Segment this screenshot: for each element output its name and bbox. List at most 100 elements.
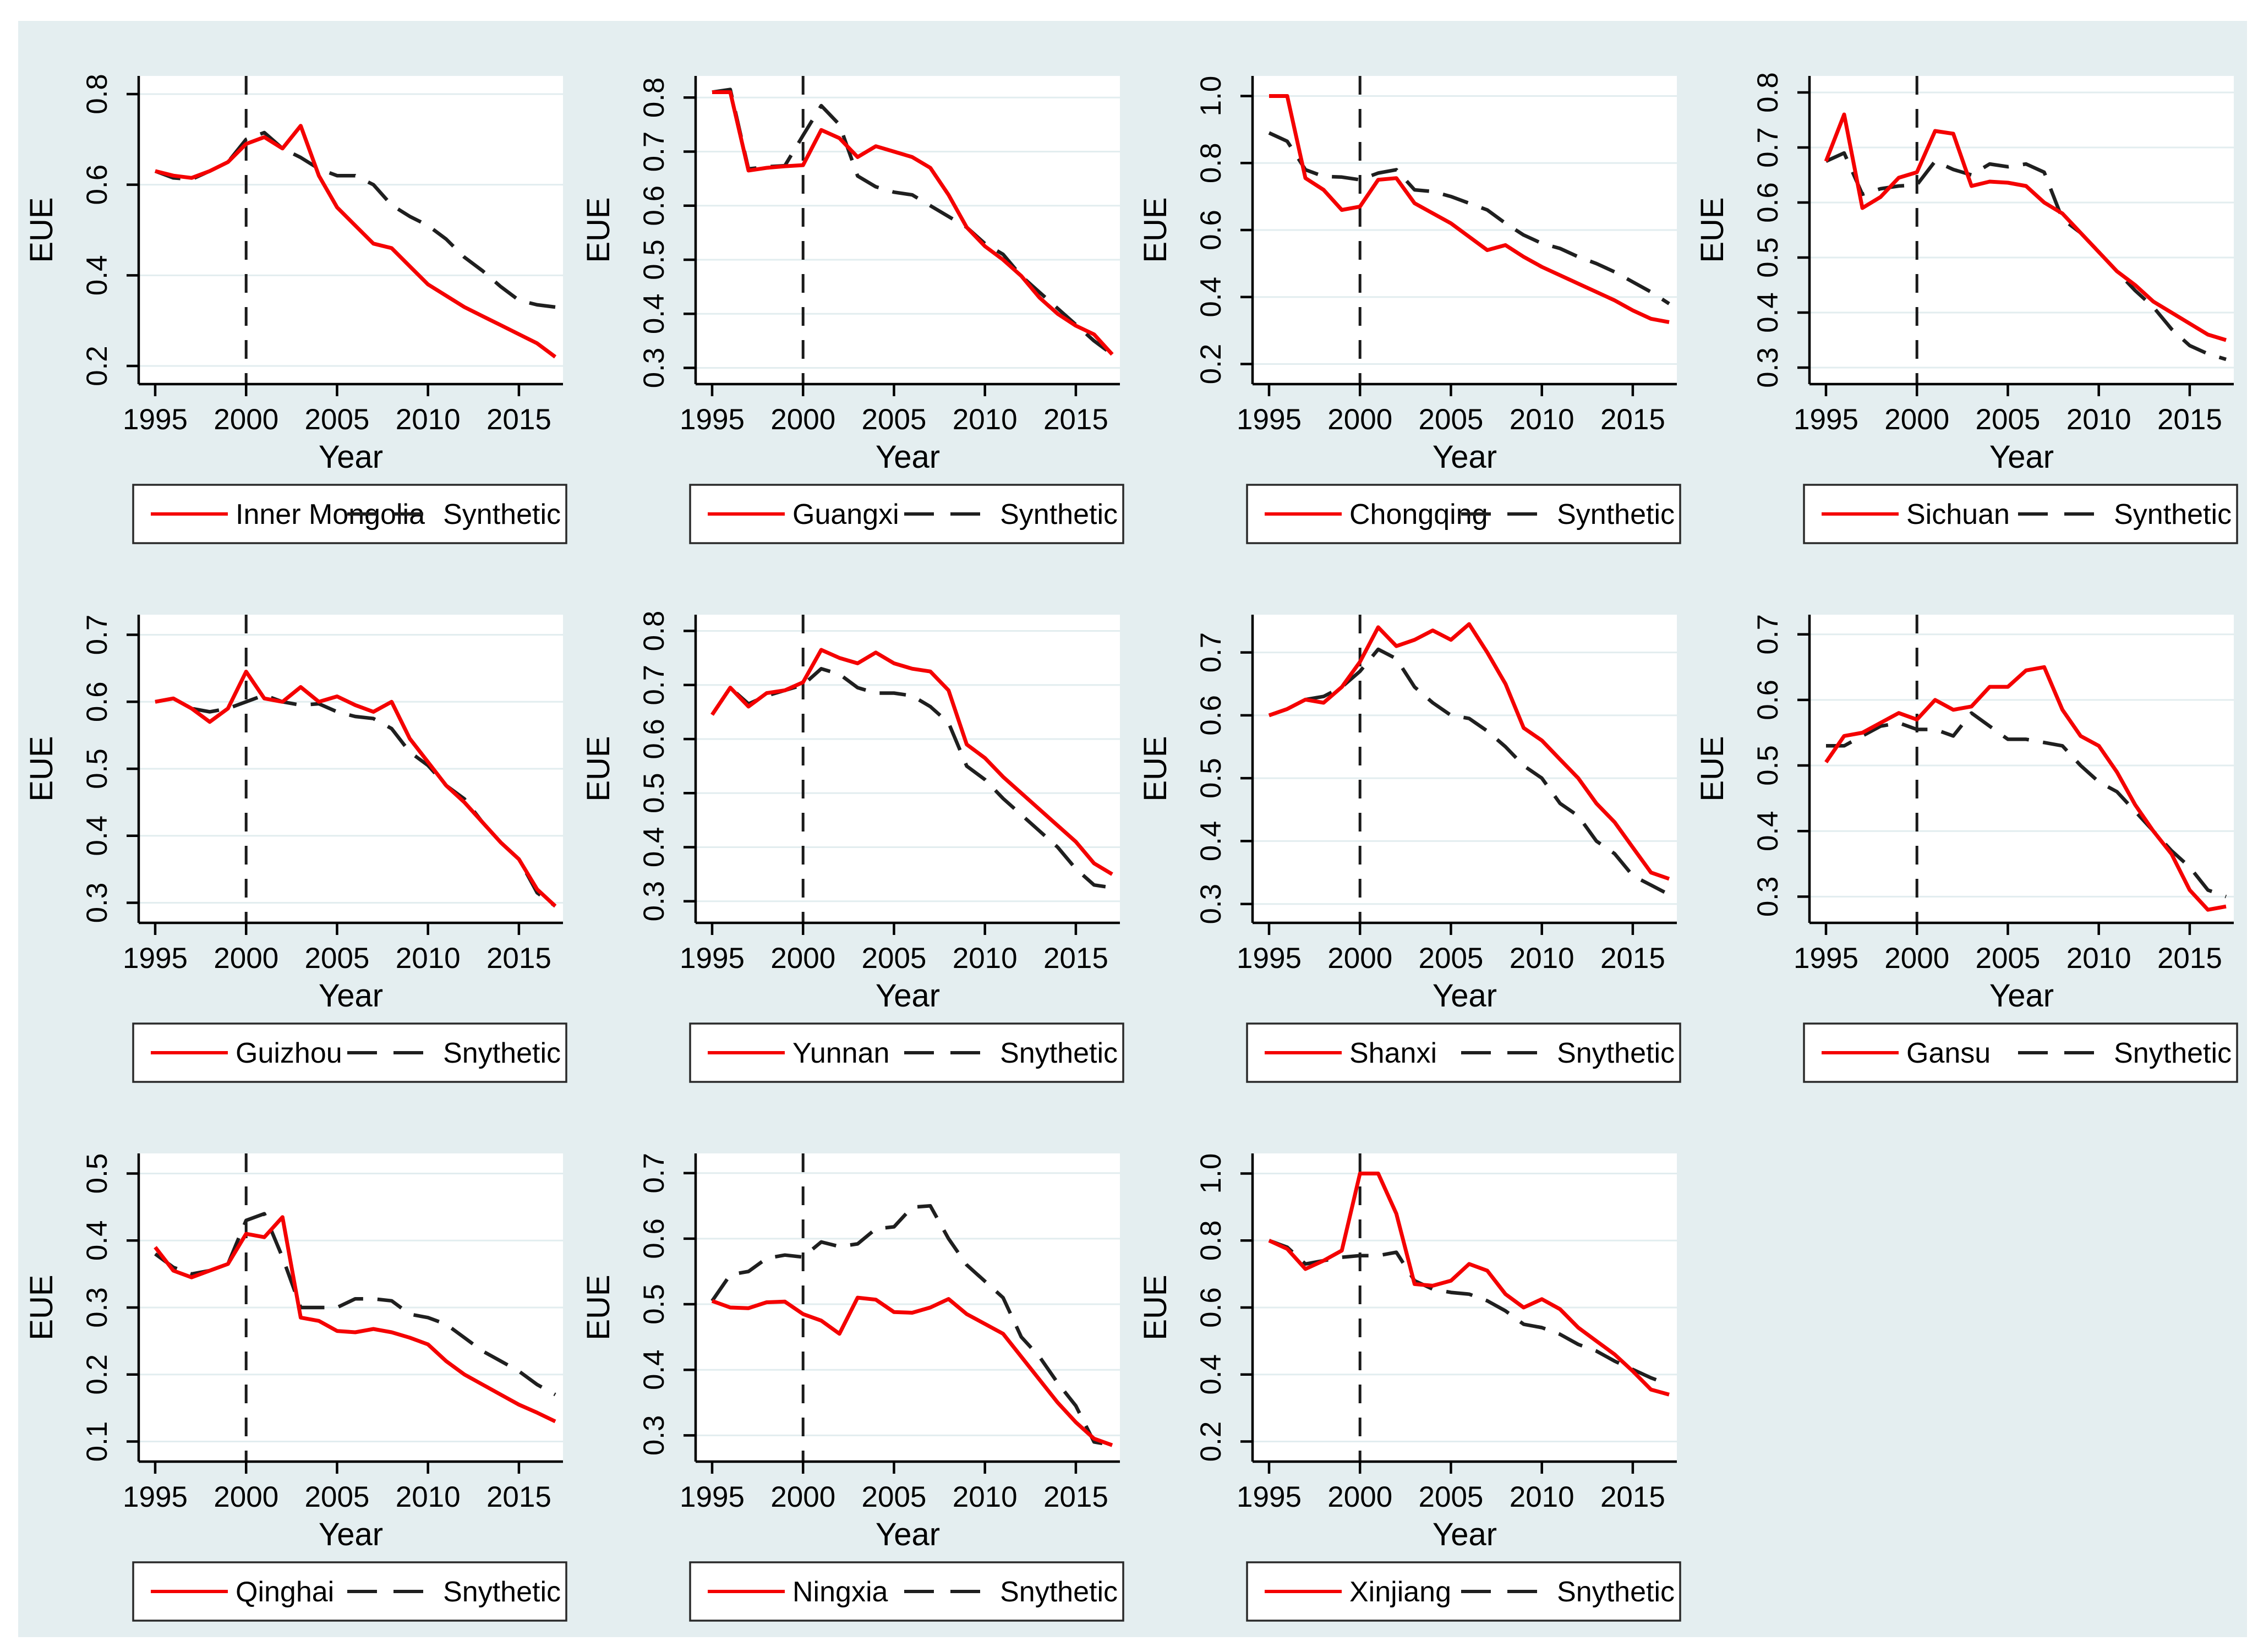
x-tick-label: 1995 [1237,942,1302,975]
subplot-qinghai: 0.1 0.2 0.3 0.4 0.5 1995 2000 2005 2010 2015 EUE Ye… [18,1098,575,1637]
series-synthetic-line [1826,711,2227,899]
y-tick-label: 0.4 [81,1220,113,1261]
series-treated-line [155,124,557,359]
series-synthetic-line [710,1204,1113,1447]
ylabel-eue: EUE [1138,736,1173,801]
y-tick-label: 0.4 [81,816,113,856]
plot-area [696,615,1120,923]
y-tick-label: 0.3 [81,883,113,923]
chart-guizhou: 0.3 0.4 0.5 0.6 0.7 1995 2000 2005 2010 2015 EUE Ye… [24,615,567,1083]
y-tick-label: 0.1 [81,1421,113,1462]
series-treated-line [711,1295,1113,1447]
legend-treated-label: Gansu [1906,1037,1991,1069]
xlabel-year: Year [1433,978,1497,1014]
y-tick-label: 0.8 [638,77,670,118]
x-tick-label: 2005 [305,1481,370,1513]
legend-synthetic-label: Snythetic [443,1037,561,1069]
y-tick-label: 0.3 [638,1415,670,1456]
ylabel-eue: EUE [24,197,59,262]
chart-guangxi: 0.3 0.4 0.5 0.6 0.7 0.8 1995 2000 2005 2010 2015 EU… [581,76,1124,544]
chart-inner-mongolia: 0.2 0.4 0.6 0.8 1995 2000 2005 2010 2015 EUE Year I… [24,74,567,544]
ylabel-eue: EUE [1694,197,1730,262]
x-tick-label: 2000 [214,942,278,975]
y-tick-label: 0.4 [81,255,113,296]
xlabel-year: Year [1433,1517,1497,1552]
x-tick-label: 2000 [214,403,278,436]
chart-chongqing: 0.2 0.4 0.6 0.8 1.0 1995 2000 2005 2010 2015 EUE Ye… [1138,76,1681,544]
ylabel-eue: EUE [24,736,59,801]
x-tick-label: 1995 [680,403,745,436]
y-tick-label: 0.4 [1195,277,1227,318]
legend-treated-label: Yunnan [792,1037,889,1069]
y-tick-label: 0.6 [1752,680,1784,720]
series-synthetic-line [1268,131,1670,305]
x-tick-label: 1995 [1237,1481,1302,1513]
y-tick-label: 0.4 [1195,821,1227,862]
x-tick-label: 2015 [1600,942,1665,975]
series-synthetic-line [1268,1239,1670,1387]
series-treated-line [712,90,1114,356]
y-tick-label: 0.8 [1752,72,1784,113]
xlabel-year: Year [876,1517,940,1552]
x-tick-label: 1995 [680,942,745,975]
y-tick-label: 0.2 [81,346,113,386]
x-tick-label: 2005 [862,1481,927,1513]
y-tick-label: 0.2 [81,1354,113,1395]
y-tick-label: 0.4 [638,827,670,868]
subplot-shanxi: 0.3 0.4 0.5 0.6 0.7 1995 2000 2005 2010 2015 EUE Ye… [1132,560,1689,1098]
y-tick-label: 0.5 [1195,758,1227,798]
xlabel-year: Year [1433,439,1497,475]
subplot-inner-mongolia: 0.2 0.4 0.6 0.8 1995 2000 2005 2010 2015 EUE Year I… [18,21,575,560]
subplot-xinjiang: 0.2 0.4 0.6 0.8 1.0 1995 2000 2005 2010 2015 EUE Ye… [1132,1098,1689,1637]
y-tick-label: 0.4 [638,293,670,334]
xlabel-year: Year [319,439,383,475]
chart-xinjiang: 0.2 0.4 0.6 0.8 1.0 1995 2000 2005 2010 2015 EUE Ye… [1138,1153,1681,1622]
x-tick-label: 1995 [123,942,188,975]
x-tick-label: 2005 [305,942,370,975]
legend-synthetic-label: Snythetic [443,1576,561,1608]
y-tick-label: 0.8 [638,611,670,652]
y-tick-label: 0.3 [81,1287,113,1328]
y-tick-label: 0.6 [1195,695,1227,736]
x-tick-label: 2000 [1327,403,1392,436]
xlabel-year: Year [876,978,940,1014]
x-tick-label: 2010 [2066,942,2131,975]
empty-cell [1689,1098,2246,1637]
chart-sichuan: 0.3 0.4 0.5 0.6 0.7 0.8 1995 2000 2005 2010 2015 EU… [1694,72,2238,544]
y-tick-label: 0.6 [638,185,670,226]
x-tick-label: 2005 [862,942,927,975]
y-tick-label: 0.5 [638,239,670,280]
x-tick-label: 1995 [123,403,188,436]
chart-ningxia: 0.3 0.4 0.5 0.6 0.7 1995 2000 2005 2010 2015 EUE Ye… [581,1153,1124,1622]
subplot-ningxia: 0.3 0.4 0.5 0.6 0.7 1995 2000 2005 2010 2015 EUE Ye… [575,1098,1132,1637]
plot-area [1809,76,2234,384]
y-tick-label: 0.5 [81,1153,113,1194]
x-tick-label: 2000 [1884,942,1949,975]
y-tick-label: 0.7 [1752,127,1784,168]
y-tick-label: 0.3 [1195,884,1227,925]
y-tick-label: 0.6 [81,165,113,205]
legend-synthetic-label: Snythetic [1000,1576,1118,1608]
ylabel-eue: EUE [1138,1274,1173,1340]
y-tick-label: 0.5 [1752,745,1784,786]
x-tick-label: 2015 [486,403,551,436]
x-tick-label: 2015 [1600,403,1665,436]
series-treated-line [1824,112,2227,342]
charts-grid: 0.2 0.4 0.6 0.8 1995 2000 2005 2010 2015 EUE Year I… [18,21,2247,1637]
legend-synthetic-label: Synthetic [443,499,561,530]
xlabel-year: Year [1989,439,2054,475]
x-tick-label: 2010 [396,1481,461,1513]
x-tick-label: 2015 [2157,403,2222,436]
x-tick-label: 2010 [1510,1481,1574,1513]
y-tick-label: 0.7 [638,132,670,172]
x-tick-label: 2000 [770,403,835,436]
x-tick-label: 1995 [1794,403,1858,436]
ylabel-eue: EUE [1138,197,1173,262]
x-tick-label: 2015 [486,942,551,975]
chart-shanxi: 0.3 0.4 0.5 0.6 0.7 1995 2000 2005 2010 2015 EUE Ye… [1138,615,1681,1083]
series-treated-line [1269,94,1670,324]
y-tick-label: 0.2 [1195,344,1227,385]
x-tick-label: 2000 [214,1481,278,1513]
legend-treated-label: Qinghai [236,1576,334,1608]
y-tick-label: 0.4 [1195,1354,1227,1395]
